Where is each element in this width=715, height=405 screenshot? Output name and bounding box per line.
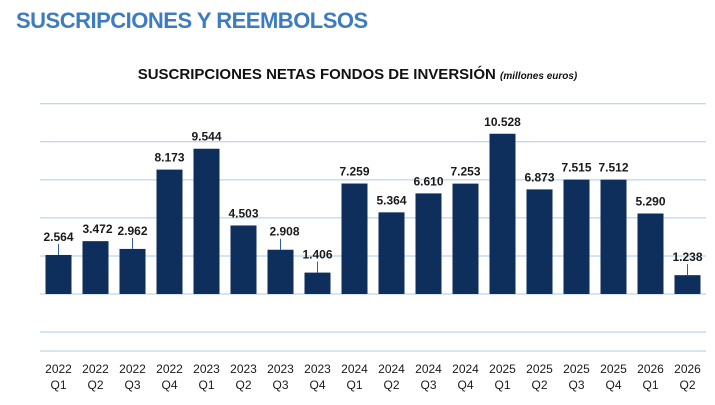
bar <box>45 254 72 294</box>
x-tick-year: 2025 <box>489 362 516 376</box>
bar <box>230 225 257 294</box>
value-label: 10.528 <box>484 115 521 129</box>
x-tick-year: 2022 <box>82 362 109 376</box>
bar <box>489 133 516 294</box>
bar <box>193 148 220 294</box>
x-tick-year: 2025 <box>563 362 590 376</box>
value-label: 5.364 <box>376 193 406 207</box>
value-label: 4.503 <box>228 206 258 220</box>
x-tick-year: 2022 <box>119 362 146 376</box>
bar <box>378 212 405 294</box>
value-label: 2.962 <box>117 224 147 238</box>
x-tick-year: 2026 <box>674 362 701 376</box>
value-label: 8.173 <box>154 151 184 165</box>
x-tick-quarter: Q3 <box>568 378 584 392</box>
x-tick-quarter: Q4 <box>605 378 621 392</box>
value-label: 7.259 <box>339 165 369 179</box>
x-tick-year: 2024 <box>415 362 442 376</box>
value-labels: 2.564 3.472 2.962 8.173 9.544 4.503 2.9081.406… <box>43 115 702 264</box>
bar <box>637 213 664 294</box>
x-tick-year: 2023 <box>193 362 220 376</box>
value-label: 6.873 <box>524 170 554 184</box>
x-tick-year: 2023 <box>267 362 294 376</box>
chart-title-text: SUSCRIPCIONES NETAS FONDOS DE INVERSIÓN <box>137 66 496 83</box>
value-label: 2.564 <box>43 230 73 244</box>
chart-unit-text: millones euros <box>503 71 574 82</box>
page-title: SUSCRIPCIONES Y REEMBOLSOS <box>16 8 368 33</box>
bar <box>156 169 183 294</box>
x-tick-quarter: Q2 <box>87 378 103 392</box>
x-tick-year: 2024 <box>341 362 368 376</box>
bar <box>674 275 701 294</box>
x-tick-year: 2022 <box>45 362 72 376</box>
x-tick-year: 2025 <box>600 362 627 376</box>
value-label: 9.544 <box>191 130 221 144</box>
value-label: 7.253 <box>450 165 480 179</box>
x-tick-year: 2023 <box>304 362 331 376</box>
value-label: 7.515 <box>561 161 591 175</box>
grid-lines <box>40 103 706 352</box>
x-tick-quarter: Q1 <box>198 378 214 392</box>
x-tick-quarter: Q1 <box>494 378 510 392</box>
bar <box>452 183 479 294</box>
bar <box>304 272 331 294</box>
x-tick-quarter: Q1 <box>50 378 66 392</box>
leader-lines <box>58 237 688 276</box>
x-tick-year: 2025 <box>526 362 553 376</box>
chart-title: SUSCRIPCIONES NETAS FONDOS DE INVERSIÓN … <box>0 66 715 83</box>
bar <box>82 241 109 294</box>
x-tick-quarter: Q2 <box>531 378 547 392</box>
x-tick-year: 2024 <box>378 362 405 376</box>
x-tick-quarter: Q2 <box>235 378 251 392</box>
x-tick-quarter: Q2 <box>679 378 695 392</box>
x-tick-year: 2023 <box>230 362 257 376</box>
x-tick-quarter: Q1 <box>346 378 362 392</box>
value-label: 1.238 <box>672 250 702 264</box>
value-label: 1.406 <box>302 248 332 262</box>
value-label: 5.290 <box>635 194 665 208</box>
bars <box>45 133 701 294</box>
bar <box>600 179 627 294</box>
bar <box>526 189 553 294</box>
x-tick-quarter: Q4 <box>161 378 177 392</box>
bar <box>119 248 146 294</box>
x-tick-quarter: Q4 <box>309 378 325 392</box>
x-tick-year: 2026 <box>637 362 664 376</box>
bar <box>563 179 590 294</box>
value-label: 3.472 <box>82 222 112 236</box>
x-tick-quarter: Q3 <box>124 378 140 392</box>
bar <box>415 193 442 294</box>
x-tick-quarter: Q1 <box>642 378 658 392</box>
chart-unit: (millones euros) <box>500 71 578 82</box>
x-tick-labels: 2022 Q1 2022 Q2 2022 Q3 2022 Q4 2023 Q1 2023 Q2 2023… <box>45 362 701 392</box>
x-tick-quarter: Q4 <box>457 378 473 392</box>
x-tick-year: 2024 <box>452 362 479 376</box>
value-label: 6.610 <box>413 174 443 188</box>
bar <box>267 249 294 294</box>
x-tick-quarter: Q3 <box>420 378 436 392</box>
bar <box>341 183 368 294</box>
x-tick-year: 2022 <box>156 362 183 376</box>
value-label: 2.908 <box>269 225 299 239</box>
x-tick-quarter: Q2 <box>383 378 399 392</box>
value-label: 7.512 <box>598 161 628 175</box>
x-tick-quarter: Q3 <box>272 378 288 392</box>
